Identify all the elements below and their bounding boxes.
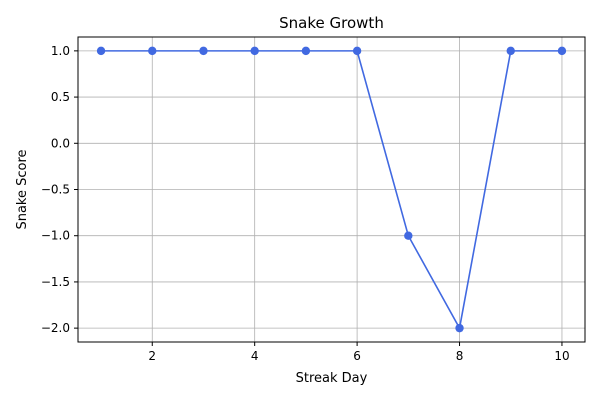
data-point (352, 46, 362, 56)
x-tick-label: 10 (554, 349, 569, 363)
data-point (455, 323, 464, 333)
data-point (404, 231, 413, 240)
y-tick-label: −0.5 (41, 183, 70, 197)
data-point (557, 46, 567, 56)
y-tick-label: 0.5 (51, 90, 70, 104)
x-tick-label: 2 (148, 349, 156, 363)
y-tick-label: 1.0 (51, 44, 70, 58)
chart-title: Snake Growth (279, 14, 384, 32)
data-point (506, 46, 515, 56)
data-point (148, 46, 157, 56)
y-tick-label: −1.0 (41, 229, 70, 243)
series-layer (96, 46, 567, 333)
y-axis-label: Snake Score (15, 149, 30, 229)
x-tick-label: 4 (251, 349, 259, 363)
data-point (199, 46, 208, 56)
y-tick-label: −1.5 (41, 275, 70, 289)
data-point (250, 46, 259, 56)
grid (78, 37, 585, 342)
data-point (96, 46, 106, 56)
data-point (301, 46, 311, 56)
x-tick-label: 8 (456, 349, 464, 363)
x-tick-label: 6 (353, 349, 361, 363)
series-line (101, 50, 562, 331)
axis-ticks: 2 4 6 8 10 1.0 0.5 0.0 −0.5 −1.0 −1.5 −2.0 (41, 44, 570, 363)
plot-frame (77, 36, 586, 343)
x-axis-label: Streak Day (296, 371, 368, 386)
y-tick-label: 0.0 (51, 136, 70, 150)
y-tick-label: −2.0 (41, 321, 70, 335)
